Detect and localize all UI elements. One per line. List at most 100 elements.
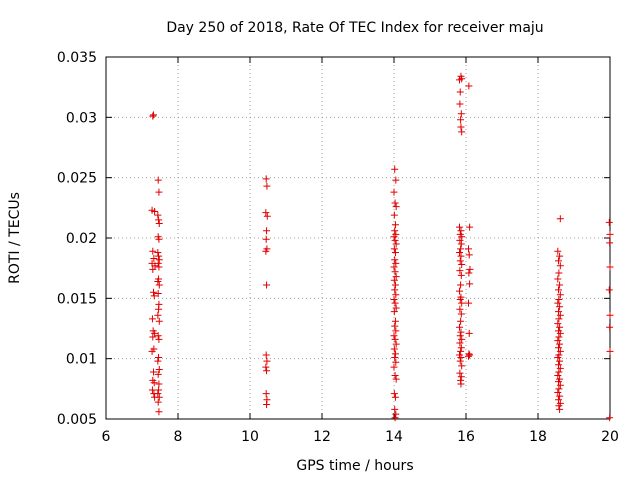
data-point — [391, 372, 399, 380]
data-point — [554, 353, 562, 361]
data-point — [263, 357, 271, 365]
data-point — [392, 273, 400, 281]
data-point — [555, 296, 563, 304]
data-point — [606, 414, 614, 422]
data-point — [605, 286, 613, 294]
data-point — [456, 287, 464, 295]
data-point — [555, 269, 563, 277]
data-point — [262, 209, 270, 217]
data-point — [556, 303, 564, 311]
y-tick-label: 0.02 — [66, 231, 97, 247]
x-tick-label: 10 — [241, 429, 259, 445]
grid-lines — [106, 57, 610, 419]
data-point — [555, 361, 563, 369]
data-point — [151, 329, 159, 337]
data-point — [390, 296, 398, 304]
data-point — [466, 351, 474, 359]
data-point — [456, 100, 464, 108]
data-point — [466, 265, 474, 273]
data-point — [555, 308, 563, 316]
data-point — [555, 385, 563, 393]
data-point — [391, 221, 399, 229]
data-point — [606, 230, 614, 238]
data-point — [391, 405, 399, 413]
data-point — [150, 288, 158, 296]
data-point — [155, 335, 163, 343]
x-tick-label: 14 — [385, 429, 403, 445]
data-point — [465, 245, 473, 253]
x-axis-label: GPS time / hours — [296, 458, 413, 474]
data-point — [391, 248, 399, 256]
y-axis-label: ROTI / TECUs — [7, 192, 23, 284]
data-point — [457, 380, 465, 388]
y-tick-label: 0.025 — [57, 171, 97, 187]
data-point — [391, 335, 399, 343]
data-point — [391, 317, 399, 325]
data-point — [456, 88, 464, 96]
data-point — [392, 176, 400, 184]
data-point — [554, 320, 562, 328]
data-point — [606, 263, 614, 271]
data-point — [465, 299, 473, 307]
data-point — [155, 216, 163, 224]
data-point — [391, 236, 399, 244]
data-point — [555, 286, 563, 294]
data-point — [456, 323, 464, 331]
x-tick-label: 12 — [313, 429, 331, 445]
data-point — [390, 276, 398, 284]
chart-title: Day 250 of 2018, Rate Of TEC Index for r… — [166, 20, 543, 36]
data-point — [556, 405, 564, 413]
y-tick-label: 0.03 — [66, 110, 97, 126]
data-point — [392, 304, 400, 312]
data-point — [556, 311, 564, 319]
data-point — [458, 335, 466, 343]
data-point — [155, 256, 163, 264]
x-tick-label: 8 — [174, 429, 183, 445]
data-point — [458, 299, 466, 307]
data-point — [556, 262, 564, 270]
data-point — [391, 353, 399, 361]
data-point — [149, 333, 157, 341]
data-point — [391, 350, 399, 358]
data-point — [155, 220, 163, 228]
data-point — [554, 337, 562, 345]
data-point — [456, 257, 464, 265]
data-point — [155, 281, 163, 289]
data-point — [457, 373, 465, 381]
data-point — [262, 235, 270, 243]
data-point — [456, 305, 464, 313]
data-point — [154, 390, 162, 398]
data-point — [458, 75, 466, 83]
data-point — [154, 259, 162, 267]
x-tick-label: 16 — [457, 429, 475, 445]
data-point — [605, 218, 613, 226]
data-point — [554, 275, 562, 283]
data-point — [154, 370, 162, 378]
data-point — [457, 310, 465, 318]
data-point — [556, 215, 564, 223]
data-point — [556, 291, 564, 299]
y-tick-label: 0.005 — [57, 412, 97, 428]
data-point — [150, 255, 158, 263]
data-point — [149, 265, 157, 273]
data-point — [555, 333, 563, 341]
data-point — [555, 402, 563, 410]
data-point — [392, 240, 400, 248]
data-point — [556, 347, 564, 355]
data-point — [456, 339, 464, 347]
data-point — [555, 257, 563, 265]
data-point — [263, 182, 271, 190]
data-point — [456, 296, 464, 304]
data-point — [390, 263, 398, 271]
data-point — [262, 175, 270, 183]
data-point — [390, 245, 398, 253]
data-point — [263, 281, 271, 289]
y-tick-label: 0.015 — [57, 291, 97, 307]
data-point — [391, 256, 399, 264]
data-point — [155, 386, 163, 394]
data-point — [458, 362, 466, 370]
data-point — [150, 368, 158, 376]
data-point — [154, 332, 162, 340]
data-point — [554, 372, 562, 380]
